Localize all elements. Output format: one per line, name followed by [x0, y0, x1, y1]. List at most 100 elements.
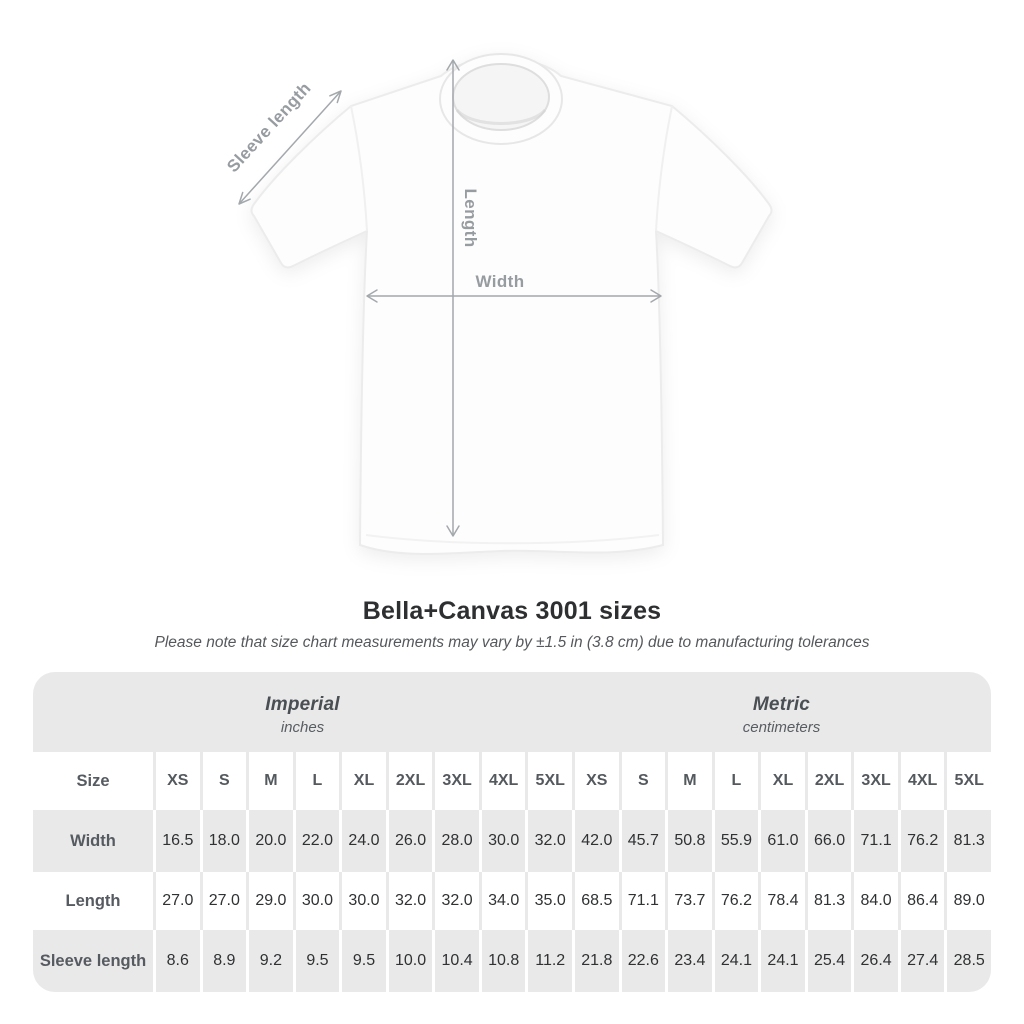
- width-arrow: [366, 289, 662, 303]
- size-col-header-imperial: 2XL: [385, 752, 433, 810]
- imperial-value-cell: 16.5: [153, 810, 200, 872]
- metric-value-cell: 23.4: [665, 930, 712, 992]
- metric-value-cell: 24.1: [711, 930, 759, 992]
- measure-row-label: Sleeve length: [39, 951, 147, 970]
- length-label: Length: [461, 188, 480, 247]
- imperial-value-cell: 28.0: [432, 810, 479, 872]
- size-col-header-metric: M: [665, 752, 712, 810]
- imperial-value-cell: 10.0: [385, 930, 433, 992]
- metric-value-cell: 86.4: [897, 872, 945, 930]
- size-col-header-imperial: L: [292, 752, 340, 810]
- imperial-title: Imperial: [265, 694, 340, 715]
- imperial-value-cell: 20.0: [246, 810, 293, 872]
- metric-value-cell: 71.1: [851, 810, 898, 872]
- metric-value-cell: 71.1: [618, 872, 666, 930]
- imperial-value-cell: 30.0: [292, 872, 340, 930]
- metric-value-cell: 22.6: [618, 930, 666, 992]
- metric-value-cell: 55.9: [711, 810, 759, 872]
- imperial-value-cell: 34.0: [478, 872, 526, 930]
- metric-value-cell: 26.4: [851, 930, 898, 992]
- imperial-value-cell: 29.0: [246, 872, 293, 930]
- size-col-header-metric: XS: [572, 752, 619, 810]
- imperial-value-cell: 24.0: [339, 810, 386, 872]
- metric-value-cell: 68.5: [572, 872, 619, 930]
- size-col-header-imperial: 5XL: [525, 752, 572, 810]
- measure-row-label: Length: [33, 872, 153, 930]
- imperial-value-cell: 27.0: [199, 872, 247, 930]
- size-col-header-imperial: M: [246, 752, 293, 810]
- tshirt-graphic: [250, 53, 773, 555]
- page-title: Bella+Canvas 3001 sizes: [362, 597, 662, 625]
- size-col-header-imperial: XS: [153, 752, 200, 810]
- imperial-value-cell: 9.2: [246, 930, 293, 992]
- metric-title: Metric: [752, 694, 811, 715]
- metric-value-cell: 66.0: [804, 810, 852, 872]
- tshirt-body: [250, 57, 773, 555]
- imperial-value-cell: 30.0: [339, 872, 386, 930]
- size-col-header-metric: XL: [758, 752, 805, 810]
- unit-band: Imperial inches Metric centimeters: [33, 672, 991, 752]
- imperial-value-cell: 10.8: [478, 930, 526, 992]
- imperial-unit-header: Imperial inches: [33, 672, 572, 752]
- imperial-value-cell: 26.0: [385, 810, 433, 872]
- metric-value-cell: 24.1: [758, 930, 805, 992]
- right-sleeve-seam: [655, 105, 673, 232]
- tolerance-note: Please note that size chart measurements…: [154, 634, 870, 651]
- imperial-unit: inches: [280, 719, 325, 736]
- imperial-value-cell: 27.0: [153, 872, 200, 930]
- imperial-value-cell: 32.0: [432, 872, 479, 930]
- imperial-value-cell: 35.0: [525, 872, 572, 930]
- metric-unit: centimeters: [742, 719, 821, 736]
- imperial-value-cell: 32.0: [525, 810, 572, 872]
- left-sleeve-seam: [350, 105, 368, 232]
- length-arrow: [446, 59, 460, 537]
- metric-value-cell: 61.0: [758, 810, 805, 872]
- metric-value-cell: 81.3: [944, 810, 991, 872]
- metric-value-cell: 21.8: [572, 930, 619, 992]
- metric-value-cell: 50.8: [665, 810, 712, 872]
- imperial-value-cell: 9.5: [292, 930, 340, 992]
- measure-row-label: Width: [70, 831, 116, 850]
- imperial-value-cell: 8.9: [199, 930, 247, 992]
- width-label: Width: [475, 272, 524, 291]
- tshirt-collar-opening: [452, 63, 550, 131]
- size-col-header-metric: L: [711, 752, 759, 810]
- metric-value-cell: 89.0: [944, 872, 991, 930]
- imperial-value-cell: 32.0: [385, 872, 433, 930]
- imperial-value-cell: 9.5: [339, 930, 386, 992]
- size-col-header-metric: 3XL: [851, 752, 898, 810]
- sleeve-length-arrow: [238, 90, 342, 205]
- size-col-header-imperial: XL: [339, 752, 386, 810]
- size-table: Size XS S M L XL 2XL 3XL 4XL 5XL XS S M L XL 2XL 3XL 4XL 5…: [33, 752, 991, 992]
- collar-shadow: [455, 108, 547, 125]
- metric-unit-header: Metric centimeters: [572, 672, 991, 752]
- imperial-value-cell: 10.4: [432, 930, 479, 992]
- metric-value-cell: 45.7: [618, 810, 666, 872]
- imperial-value-cell: 8.6: [153, 930, 200, 992]
- metric-value-cell: 73.7: [665, 872, 712, 930]
- tshirt-measurement-diagram: Sleeve length Length Width: [223, 53, 773, 555]
- size-col-header-metric: S: [618, 752, 666, 810]
- hem-seam: [365, 534, 660, 545]
- size-corner-header: Size: [33, 752, 153, 810]
- imperial-value-cell: 11.2: [525, 930, 572, 992]
- metric-value-cell: 27.4: [897, 930, 945, 992]
- metric-value-cell: 81.3: [804, 872, 852, 930]
- metric-value-cell: 25.4: [804, 930, 852, 992]
- metric-value-cell: 76.2: [711, 872, 759, 930]
- size-col-header-imperial: 3XL: [432, 752, 479, 810]
- size-col-header-metric: 5XL: [944, 752, 991, 810]
- size-table-card: Imperial inches Metric centimeters Size X…: [33, 672, 991, 992]
- imperial-value-cell: 22.0: [292, 810, 340, 872]
- metric-value-cell: 42.0: [572, 810, 619, 872]
- imperial-value-cell: 30.0: [478, 810, 526, 872]
- size-col-header-metric: 4XL: [897, 752, 945, 810]
- metric-value-cell: 84.0: [851, 872, 898, 930]
- size-col-header-metric: 2XL: [804, 752, 852, 810]
- metric-value-cell: 78.4: [758, 872, 805, 930]
- metric-value-cell: 28.5: [944, 930, 991, 992]
- imperial-value-cell: 18.0: [199, 810, 247, 872]
- size-col-header-imperial: 4XL: [478, 752, 526, 810]
- size-col-header-imperial: S: [199, 752, 247, 810]
- metric-value-cell: 76.2: [897, 810, 945, 872]
